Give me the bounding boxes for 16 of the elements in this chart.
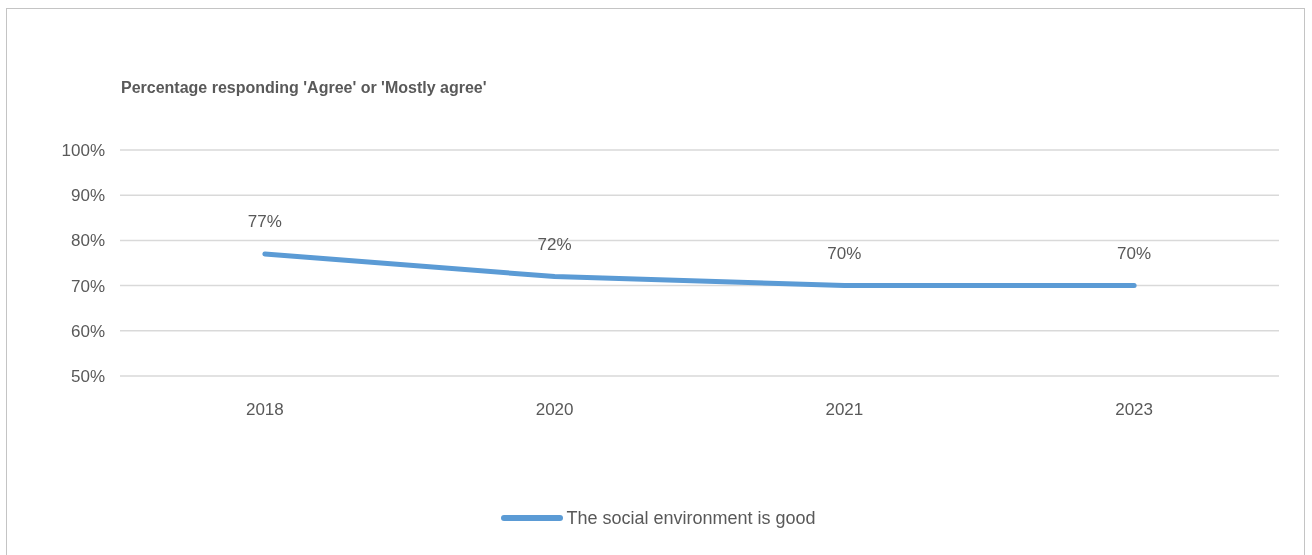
data-label: 77% bbox=[247, 211, 282, 231]
y-tick-label: 80% bbox=[70, 231, 105, 251]
x-tick-label: 2020 bbox=[535, 400, 574, 420]
x-tick-label: 2023 bbox=[1115, 400, 1154, 420]
chart-title: Percentage responding 'Agree' or 'Mostly agree' bbox=[121, 79, 487, 97]
x-tick-label: 2018 bbox=[245, 400, 284, 420]
legend-label: The social environment is good bbox=[566, 507, 816, 529]
y-tick-label: 60% bbox=[70, 321, 105, 341]
y-tick-label: 100% bbox=[61, 141, 105, 161]
y-tick-label: 50% bbox=[70, 367, 105, 387]
data-label: 70% bbox=[1117, 243, 1152, 263]
y-tick-label: 90% bbox=[70, 186, 105, 206]
y-tick-label: 70% bbox=[70, 276, 105, 296]
x-tick-label: 2021 bbox=[825, 400, 864, 420]
data-label: 72% bbox=[537, 234, 572, 254]
data-label: 70% bbox=[827, 243, 862, 263]
